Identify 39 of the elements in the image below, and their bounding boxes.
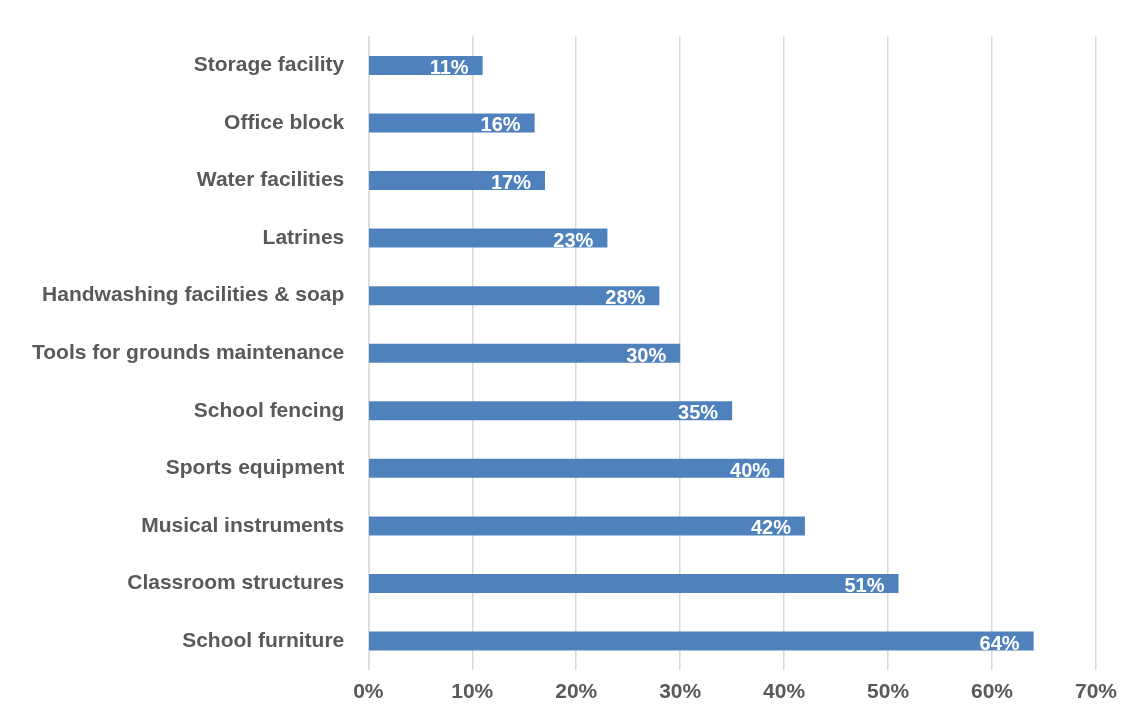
data-label: 16% (480, 113, 521, 136)
y-tick-label: Office block (224, 109, 345, 133)
x-tick-label: 0% (353, 679, 384, 703)
x-tick-label: 20% (555, 679, 598, 703)
bar (369, 171, 546, 191)
data-label: 42% (750, 516, 792, 539)
data-label: 11% (429, 55, 469, 78)
x-tick-label: 70% (1074, 679, 1118, 703)
data-label: 17% (490, 171, 532, 194)
data-label: 40% (730, 458, 771, 481)
data-label: 30% (626, 343, 667, 366)
bar (369, 516, 805, 536)
x-tick-label: 40% (763, 679, 806, 703)
y-tick-label: Sports equipment (165, 455, 345, 479)
y-tick-label: Tools for grounds maintenance (31, 340, 345, 363)
bar (369, 343, 681, 363)
data-label: 28% (605, 286, 646, 309)
y-tick-label: Latrines (262, 224, 345, 248)
data-label: 64% (979, 631, 1020, 654)
y-tick-label: Musical instruments (141, 512, 345, 536)
data-label: 51% (844, 573, 885, 596)
x-tick-label: 50% (867, 679, 910, 703)
y-tick-label: Classroom structures (127, 570, 345, 594)
data-label: 23% (553, 228, 594, 251)
bar (369, 631, 1034, 651)
x-tick-label: 60% (971, 679, 1014, 703)
bar (369, 228, 608, 248)
y-tick-label: Water facilities (196, 167, 345, 191)
x-tick-label: 10% (451, 679, 494, 703)
y-tick-label: School furniture (182, 627, 345, 651)
x-tick-label: 30% (659, 679, 702, 703)
data-label: 35% (678, 401, 719, 424)
y-tick-label: School fencing (193, 397, 345, 421)
y-tick-label: Handwashing facilities & soap (42, 282, 345, 306)
bar (369, 573, 899, 593)
bar (369, 458, 785, 478)
y-tick-label: Storage facility (193, 52, 345, 76)
bar (369, 286, 660, 306)
bar (369, 401, 733, 421)
